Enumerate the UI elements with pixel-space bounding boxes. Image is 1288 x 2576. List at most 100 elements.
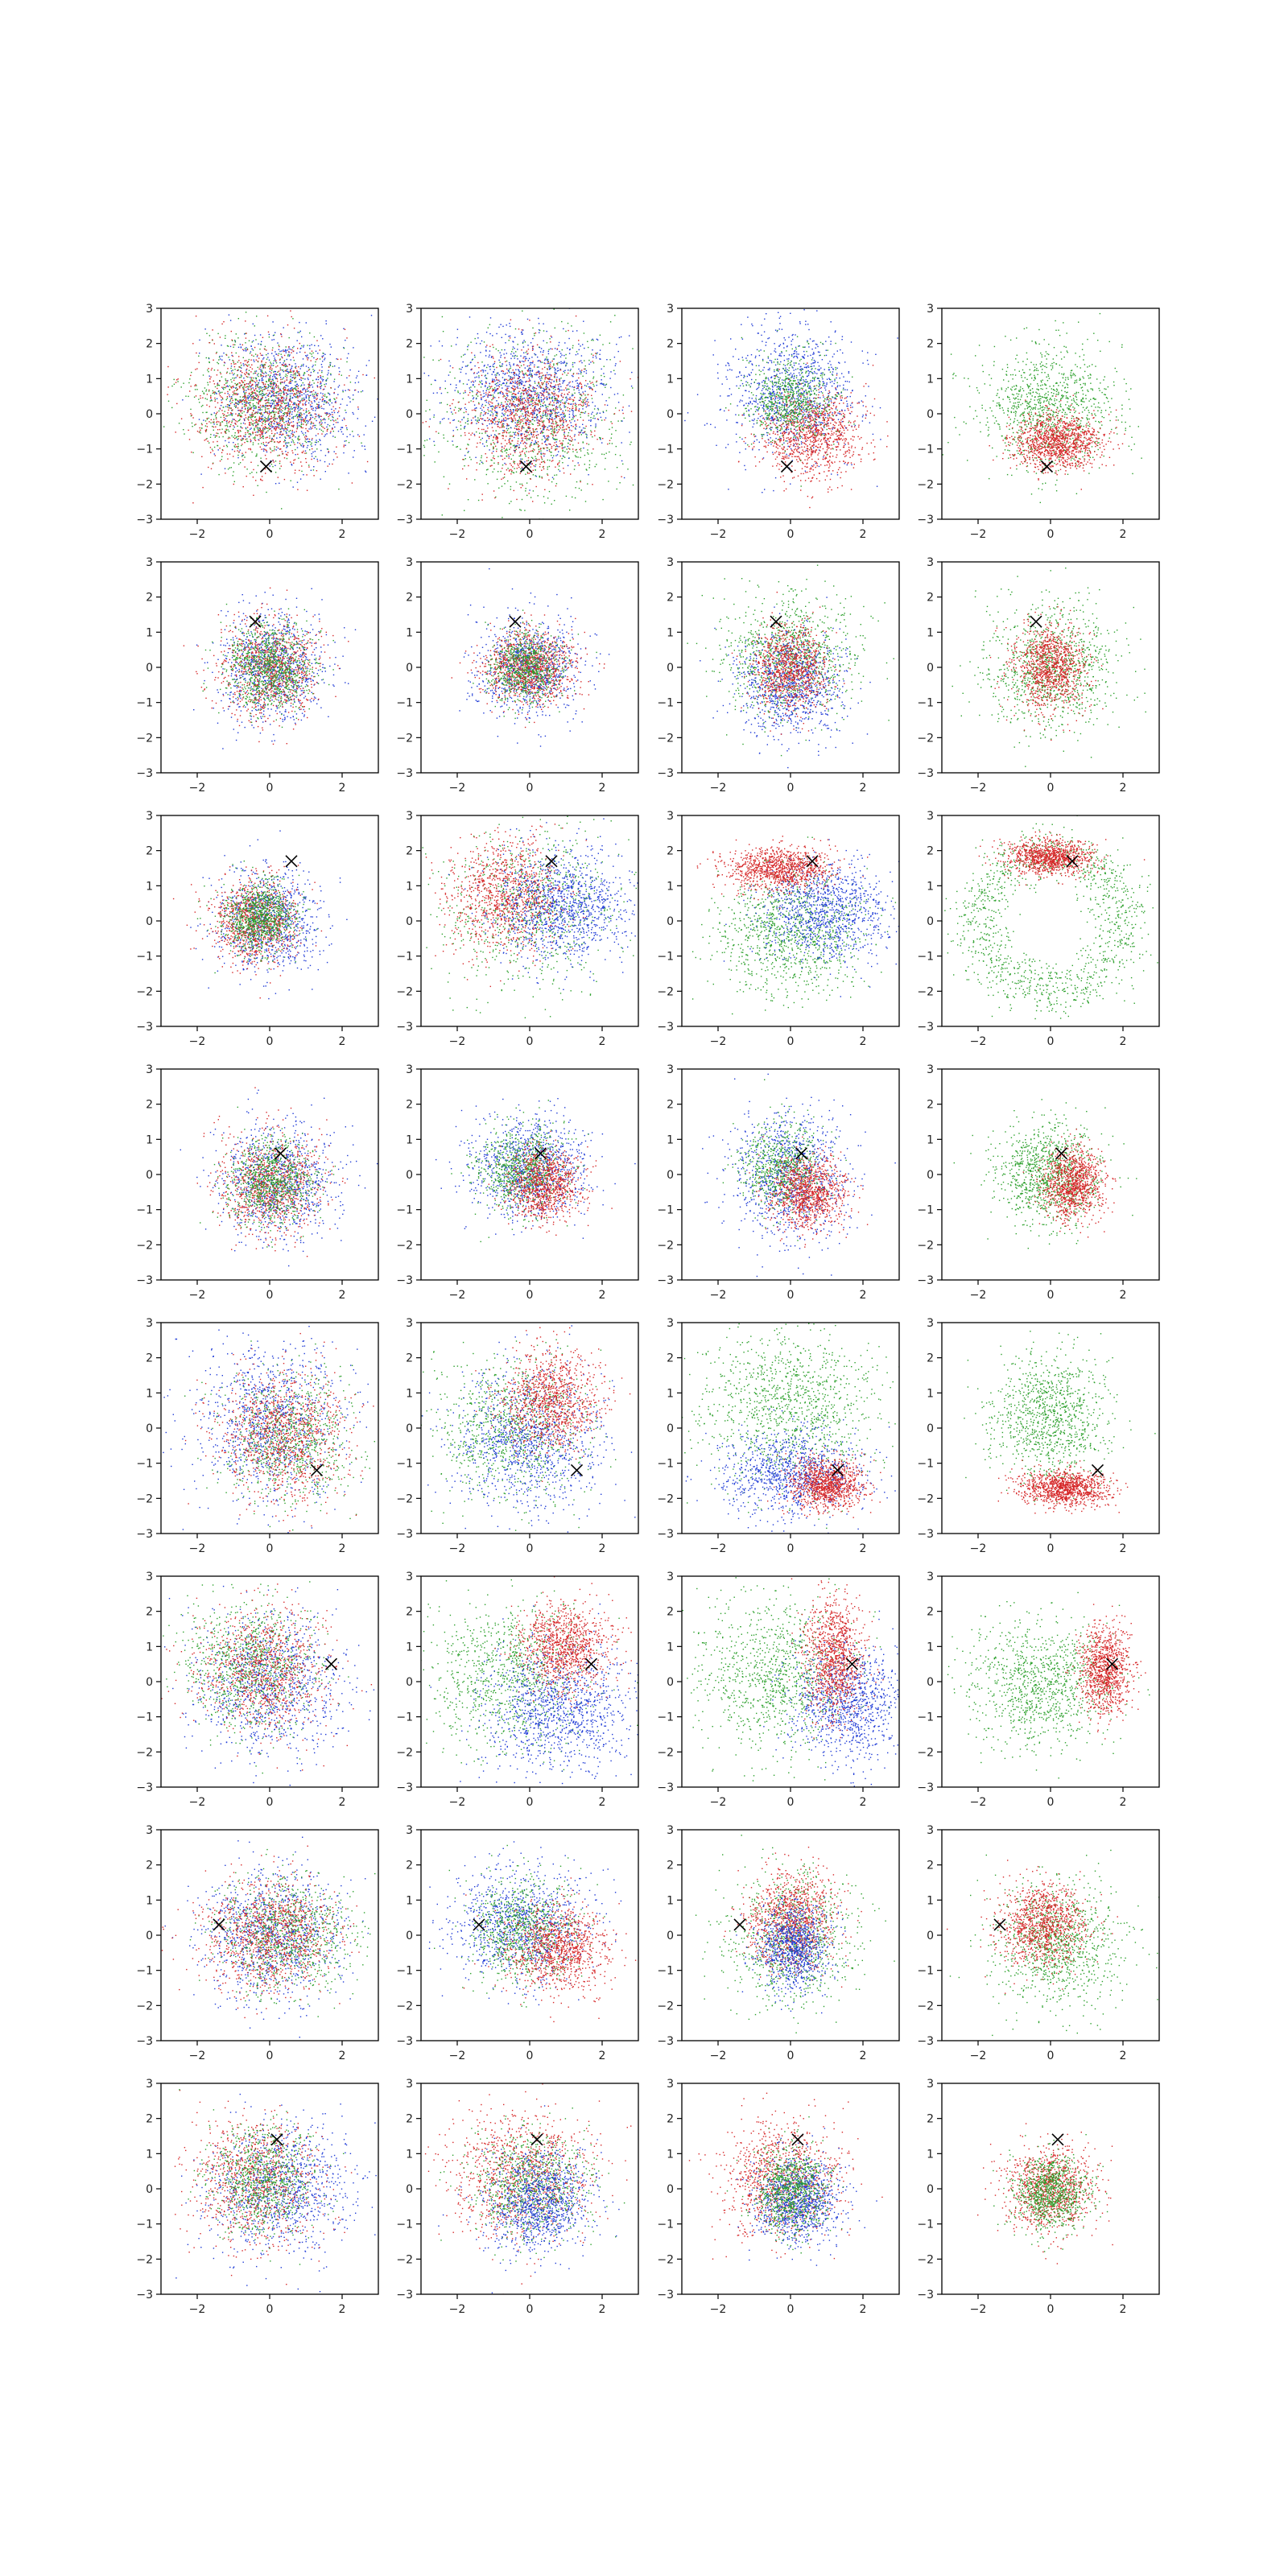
data-point: [442, 316, 443, 317]
data-point: [482, 438, 483, 439]
data-point: [229, 426, 230, 427]
data-point: [271, 400, 272, 401]
data-point: [258, 430, 259, 431]
data-point: [242, 399, 243, 400]
data-point: [621, 420, 622, 421]
data-point: [286, 442, 287, 443]
data-point: [283, 441, 284, 442]
data-point: [217, 369, 218, 370]
data-point: [297, 425, 298, 426]
data-point: [538, 396, 539, 397]
data-point: [279, 362, 280, 363]
data-point: [506, 383, 507, 384]
data-point: [591, 340, 592, 341]
data-point: [271, 396, 272, 397]
data-point: [556, 409, 557, 410]
data-point: [231, 370, 232, 371]
data-point: [229, 437, 230, 438]
data-point: [299, 343, 300, 344]
data-point: [295, 454, 296, 455]
data-point: [192, 452, 193, 453]
data-point: [299, 409, 300, 410]
data-point: [248, 419, 249, 420]
data-point: [222, 436, 223, 437]
data-point: [321, 378, 322, 379]
data-point: [358, 409, 359, 410]
data-point: [284, 409, 285, 410]
data-point: [521, 433, 522, 434]
data-point: [298, 403, 299, 404]
data-point: [256, 421, 257, 422]
data-point: [279, 434, 280, 435]
data-point: [253, 403, 254, 404]
data-point: [549, 466, 550, 467]
data-point: [268, 378, 269, 379]
data-point: [547, 497, 548, 498]
data-point: [205, 390, 206, 391]
data-point: [561, 355, 562, 356]
data-point: [508, 425, 509, 426]
data-point: [486, 390, 487, 391]
data-point: [225, 406, 226, 407]
data-point: [500, 324, 501, 325]
data-point: [494, 387, 495, 388]
data-point: [255, 388, 256, 389]
data-point: [357, 434, 358, 435]
data-point: [572, 362, 573, 363]
data-point: [279, 375, 280, 376]
data-point: [245, 342, 246, 343]
data-point: [615, 454, 616, 455]
data-point: [314, 425, 315, 426]
data-point: [226, 425, 227, 426]
data-point: [527, 319, 528, 320]
data-point: [219, 385, 220, 386]
y-tick-label: 0: [146, 408, 153, 421]
data-point: [228, 422, 229, 423]
data-point: [601, 379, 602, 380]
data-point: [552, 477, 553, 478]
data-point: [265, 384, 266, 385]
data-point: [324, 412, 325, 413]
data-point: [534, 333, 535, 334]
data-point: [314, 345, 315, 346]
data-point: [417, 476, 418, 477]
data-point: [519, 509, 520, 510]
data-point: [280, 400, 281, 401]
data-point: [293, 440, 294, 441]
data-point: [247, 430, 248, 431]
data-point: [284, 428, 285, 429]
data-point: [266, 388, 267, 389]
data-point: [486, 474, 487, 475]
data-point: [353, 414, 354, 415]
data-point: [251, 385, 252, 386]
data-point: [501, 385, 502, 386]
data-point: [523, 361, 524, 362]
data-point: [251, 355, 252, 356]
data-point: [516, 426, 517, 427]
data-point: [234, 390, 235, 391]
data-point: [304, 436, 305, 437]
data-point: [441, 402, 442, 403]
data-point: [630, 442, 631, 443]
data-point: [210, 452, 211, 453]
data-point: [292, 404, 293, 405]
data-point: [274, 461, 275, 462]
data-point: [240, 416, 241, 417]
data-point: [303, 385, 304, 386]
data-point: [283, 415, 284, 416]
data-point: [300, 366, 301, 367]
data-point: [176, 403, 177, 404]
data-point: [450, 365, 451, 366]
data-point: [541, 397, 542, 398]
data-point: [266, 359, 267, 360]
data-point: [619, 337, 620, 338]
data-point: [298, 438, 299, 439]
data-point: [269, 438, 270, 439]
data-point: [498, 404, 499, 405]
data-point: [303, 434, 304, 435]
data-point: [600, 439, 601, 440]
data-point: [471, 459, 472, 460]
data-point: [308, 402, 309, 403]
data-point: [614, 315, 615, 316]
data-point: [207, 369, 208, 370]
